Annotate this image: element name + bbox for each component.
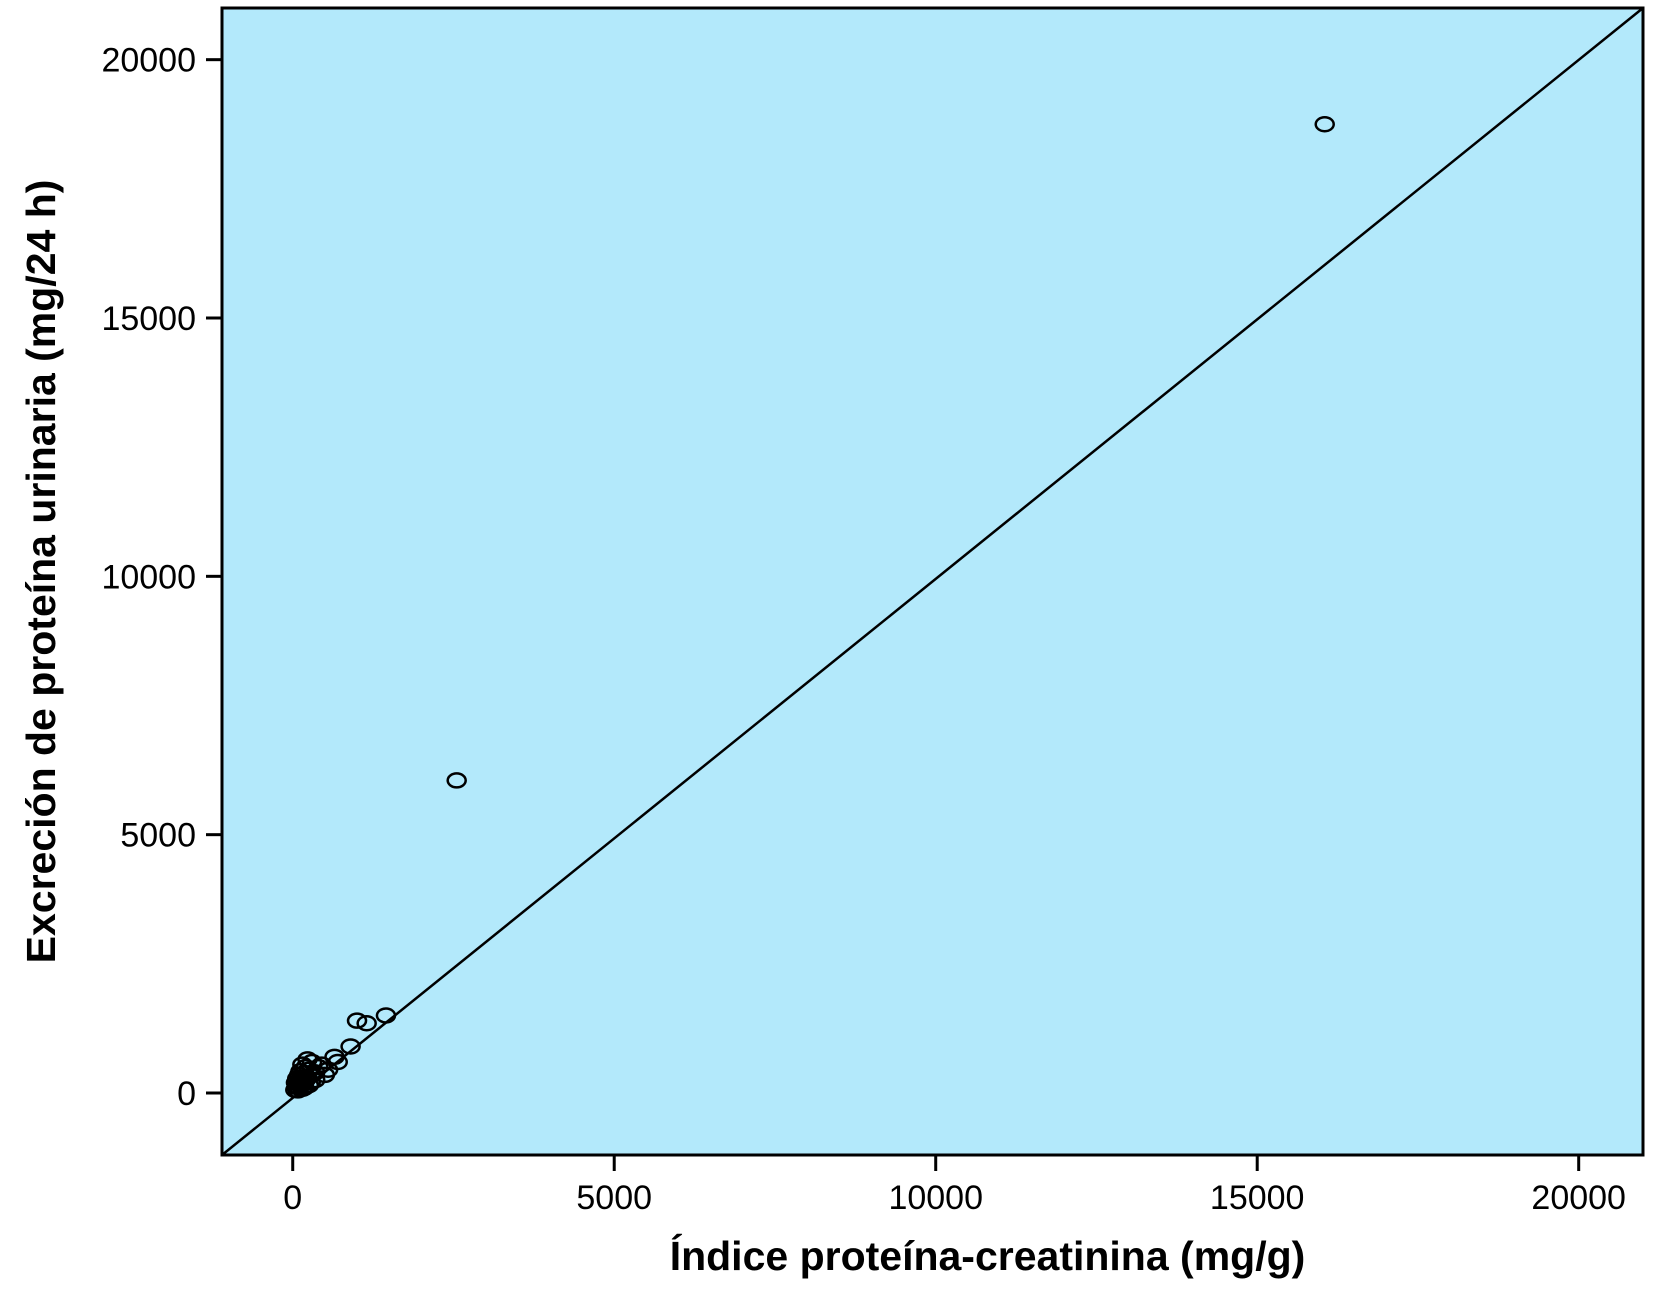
y-tick-label: 20000	[101, 42, 196, 80]
x-tick-label: 20000	[1531, 1179, 1626, 1217]
x-tick-label: 10000	[888, 1179, 983, 1217]
x-tick-label: 15000	[1210, 1179, 1305, 1217]
data-point	[346, 1012, 368, 1029]
y-tick-label: 0	[177, 1075, 196, 1113]
data-point	[285, 1081, 306, 1099]
y-axis: 0 5000 10000 15000 20000	[101, 42, 222, 1113]
identity-line	[221, 7, 1644, 1156]
plot-frame	[220, 6, 1645, 1157]
x-tick-label: 5000	[576, 1179, 652, 1217]
data-point	[356, 1015, 377, 1032]
data-point	[1314, 116, 1335, 133]
y-tick-label: 5000	[120, 817, 196, 855]
data-point	[285, 1074, 307, 1091]
y-tick-label: 15000	[101, 300, 196, 338]
y-axis-title: Excreción de proteína urinaria (mg/24 h)	[18, 180, 64, 964]
identity-line-group	[221, 7, 1644, 1156]
y-tick-label: 10000	[101, 558, 196, 596]
x-tick-label: 0	[283, 1179, 302, 1217]
data-point	[446, 772, 467, 789]
x-axis: 0 5000 10000 15000 20000	[283, 1155, 1626, 1217]
data-points-group	[285, 116, 1335, 1099]
data-point	[375, 1007, 397, 1024]
data-point	[340, 1038, 361, 1055]
x-axis-title: Índice proteína-creatinina (mg/g)	[670, 1233, 1306, 1279]
